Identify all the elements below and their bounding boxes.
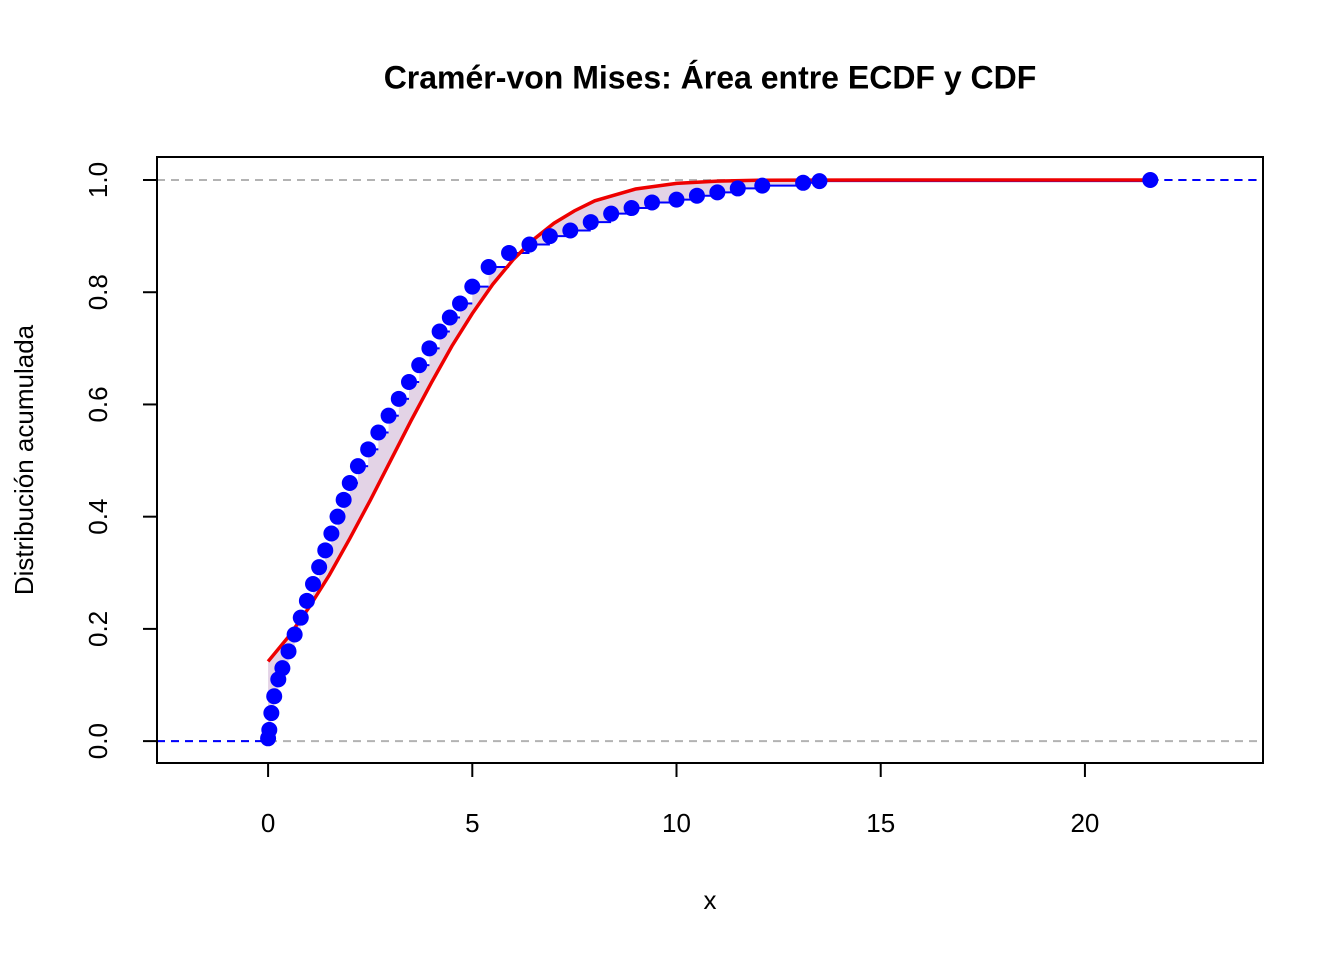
x-tick-label: 10 [662, 808, 691, 838]
ecdf-point [541, 228, 558, 245]
ecdf-point [668, 191, 685, 208]
y-tick-label: 1.0 [83, 162, 113, 198]
y-tick-label: 0.4 [83, 499, 113, 535]
ecdf-point [311, 559, 328, 576]
ecdf-point [298, 592, 315, 609]
y-axis-label: Distribución acumulada [9, 324, 39, 595]
ecdf-point [754, 177, 771, 194]
y-tick-label: 0.0 [83, 723, 113, 759]
ecdf-point [274, 660, 291, 677]
area-fill [268, 180, 1151, 739]
ecdf-point [644, 194, 661, 211]
ecdf-point [400, 374, 417, 391]
ecdf-point [729, 180, 746, 197]
x-axis-label: x [704, 885, 717, 915]
ecdf-point [1142, 172, 1159, 189]
ecdf-point [380, 407, 397, 424]
ecdf-point [623, 200, 640, 217]
ecdf-point [441, 309, 458, 326]
ecdf-point [501, 244, 518, 261]
x-tick-label: 20 [1070, 808, 1099, 838]
ecdf-point [341, 475, 358, 492]
ecdf-point [390, 390, 407, 407]
ecdf-point [603, 205, 620, 222]
ecdf-point [709, 184, 726, 201]
ecdf-point [521, 236, 538, 253]
ecdf-point [431, 323, 448, 340]
ecdf-point [421, 340, 438, 357]
x-tick-label: 5 [465, 808, 479, 838]
ecdf-point [263, 705, 280, 722]
ecdf-point [480, 258, 497, 275]
ecdf-point [280, 643, 297, 660]
ecdf-point [335, 491, 352, 508]
y-tick-label: 0.8 [83, 274, 113, 310]
ecdf-point [562, 222, 579, 239]
ecdf-point [360, 441, 377, 458]
ecdf-point [464, 278, 481, 295]
ecdf-point [286, 626, 303, 643]
ecdf-point [582, 214, 599, 231]
x-tick-label: 0 [261, 808, 275, 838]
ecdf-point [452, 295, 469, 312]
ecdf-point [795, 174, 812, 191]
ecdf-point [329, 508, 346, 525]
ecdf-point [323, 525, 340, 542]
ecdf-point [292, 609, 309, 626]
ecdf-point [317, 542, 334, 559]
cdf-line [266, 178, 1151, 663]
chart-title: Cramér-von Mises: Área entre ECDF y CDF [384, 59, 1037, 95]
x-tick-label: 15 [866, 808, 895, 838]
ecdf-point [261, 721, 278, 738]
ecdf-point [811, 173, 828, 190]
ecdf-point [266, 688, 283, 705]
plot-frame [156, 156, 1264, 764]
ecdf-point [370, 424, 387, 441]
ecdf-point [688, 187, 705, 204]
ecdf-point [349, 458, 366, 475]
ecdf-point [305, 576, 322, 593]
y-tick-label: 0.2 [83, 611, 113, 647]
y-tick-label: 0.6 [83, 386, 113, 422]
ecdf-point [411, 357, 428, 374]
